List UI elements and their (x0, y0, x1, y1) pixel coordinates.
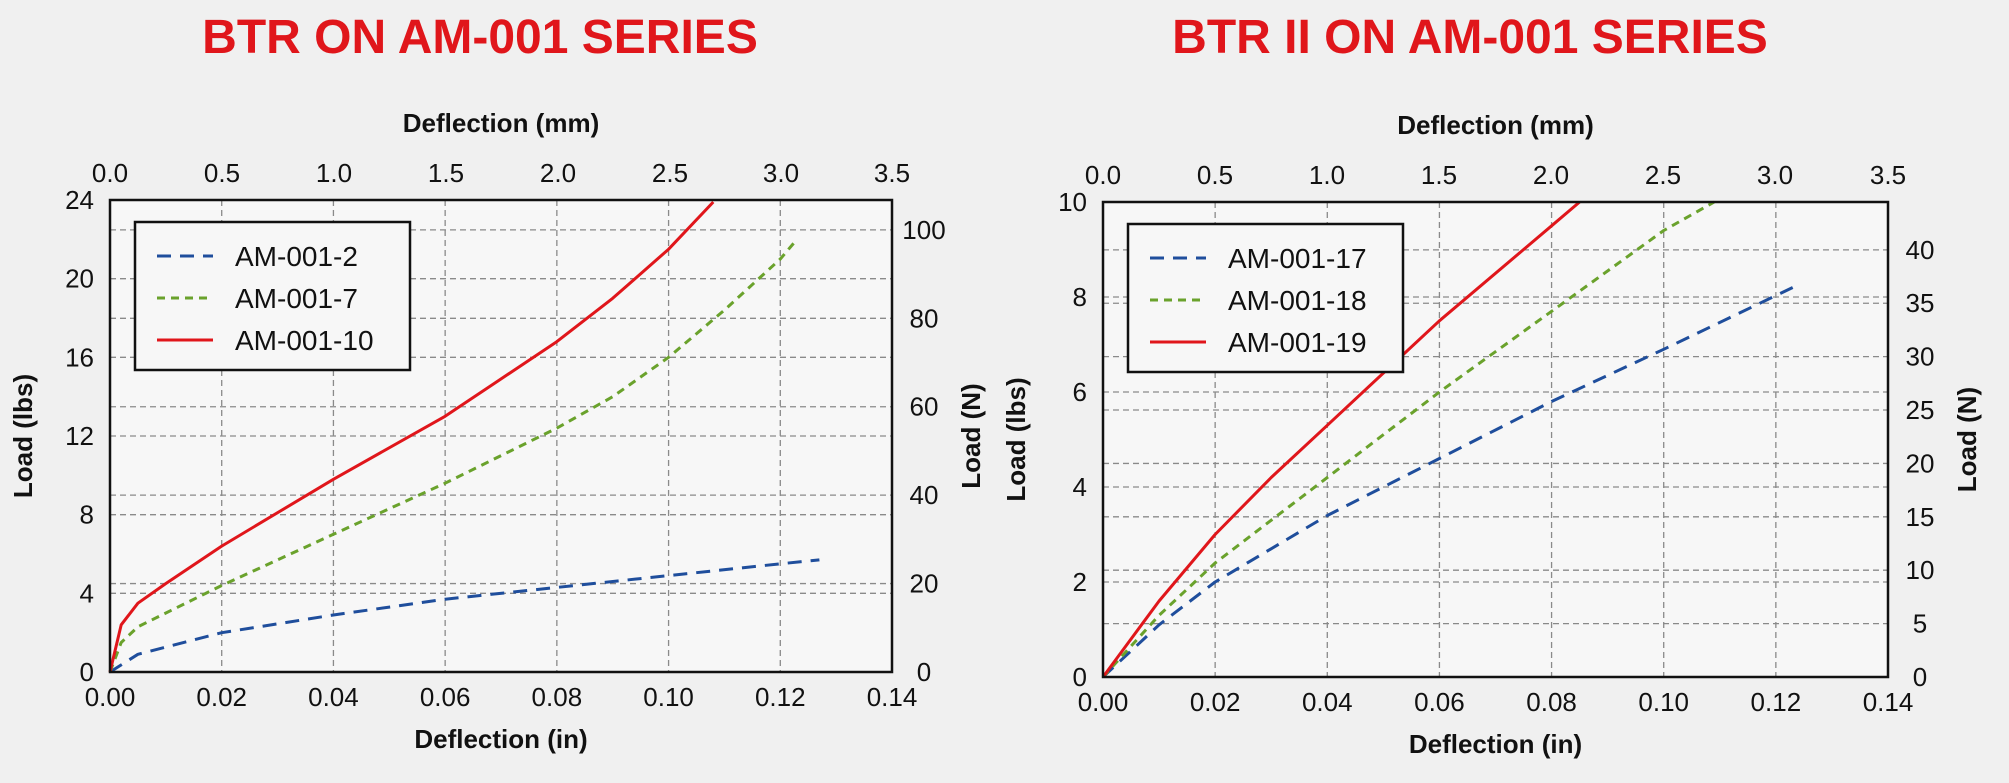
x-tick-label: 0.08 (532, 682, 583, 712)
y2-axis-label: Load (N) (1952, 387, 1982, 492)
y2-tick-label: 100 (902, 215, 945, 245)
x-tick-label: 0.10 (1638, 687, 1689, 717)
y-tick-label: 0 (1073, 662, 1087, 692)
legend-label: AM-001-2 (235, 241, 358, 272)
x2-axis-label: Deflection (mm) (403, 108, 599, 138)
y2-tick-label: 35 (1906, 288, 1935, 318)
chart-1: 0.00 0.02 0.04 0.06 0.08 0.10 0.12 0.14 0.0 0.5 1.… (8, 108, 986, 754)
x-tick-label: 0.04 (308, 682, 359, 712)
x-tick-label: 0.06 (420, 682, 471, 712)
x2-tick-label: 1.5 (428, 158, 464, 188)
series-line-AM-001-17 (1101, 286, 1794, 679)
x2-tick-label: 1.0 (316, 158, 352, 188)
legend-label: AM-001-10 (235, 325, 374, 356)
y-tick-label: 20 (65, 264, 94, 294)
chart-title-1: BTR ON AM-001 SERIES (202, 11, 758, 64)
y2-tick-label: 25 (1906, 395, 1935, 425)
x-tick-label: 0.10 (643, 682, 694, 712)
y-tick-label: 2 (1073, 567, 1087, 597)
x-tick-label: 0.06 (1414, 687, 1465, 717)
legend: AM-001-2 AM-001-7 AM-001-10 (133, 220, 412, 372)
x2-tick-label: 0.0 (92, 158, 128, 188)
y2-tick-label: 80 (910, 303, 939, 333)
series-line-AM-001-7 (108, 238, 799, 673)
x2-tick-label: 2.5 (1645, 160, 1681, 190)
y-axis-label: Load (lbs) (8, 374, 38, 498)
x-tick-label: 0.14 (867, 682, 918, 712)
y2-tick-label: 5 (1913, 609, 1927, 639)
legend-label: AM-001-7 (235, 283, 358, 314)
y-tick-label: 10 (1058, 187, 1087, 217)
y2-tick-label: 20 (1906, 448, 1935, 478)
y2-tick-label: 30 (1906, 342, 1935, 372)
x-tick-label: 0.00 (1078, 687, 1129, 717)
y-tick-label: 0 (80, 657, 94, 687)
chart-title-2: BTR II ON AM-001 SERIES (1172, 11, 1768, 64)
series-line-AM-001-19 (1101, 200, 1581, 678)
y2-tick-label: 0 (1913, 662, 1927, 692)
y-tick-label: 6 (1073, 377, 1087, 407)
y-tick-label: 4 (80, 578, 94, 608)
x-tick-label: 0.02 (1190, 687, 1241, 717)
y2-tick-label: 40 (1906, 235, 1935, 265)
x2-tick-label: 1.5 (1421, 160, 1457, 190)
x-axis-label: Deflection (in) (1409, 729, 1582, 759)
x-tick-label: 0.12 (1751, 687, 1802, 717)
x-tick-label: 0.04 (1302, 687, 1353, 717)
y-tick-label: 8 (80, 500, 94, 530)
x2-tick-label: 3.0 (1757, 160, 1793, 190)
x2-tick-label: 1.0 (1309, 160, 1345, 190)
x-tick-label: 0.08 (1526, 687, 1577, 717)
x2-tick-label: 0.5 (204, 158, 240, 188)
x2-tick-label: 3.0 (763, 158, 799, 188)
y2-tick-label: 15 (1906, 502, 1935, 532)
x2-tick-label: 2.5 (652, 158, 688, 188)
x2-tick-label: 2.0 (540, 158, 576, 188)
y2-tick-label: 0 (917, 657, 931, 687)
y-tick-label: 12 (65, 421, 94, 451)
y-tick-label: 24 (65, 185, 94, 215)
y2-tick-label: 40 (910, 480, 939, 510)
x2-tick-label: 3.5 (874, 158, 910, 188)
legend-label: AM-001-17 (1228, 243, 1367, 274)
y2-tick-label: 10 (1906, 555, 1935, 585)
legend-box (1126, 222, 1405, 374)
y-axis-label: Load (lbs) (1001, 377, 1031, 501)
legend-label: AM-001-18 (1228, 285, 1367, 316)
y-tick-label: 8 (1073, 282, 1087, 312)
x-tick-label: 0.14 (1863, 687, 1914, 717)
y-tick-label: 4 (1073, 472, 1087, 502)
x-tick-label: 0.12 (755, 682, 806, 712)
x2-tick-label: 2.0 (1533, 160, 1569, 190)
y2-axis-label: Load (N) (956, 383, 986, 488)
x2-axis-label: Deflection (mm) (1397, 110, 1593, 140)
legend: AM-001-17 AM-001-18 AM-001-19 (1126, 222, 1405, 374)
y2-tick-label: 20 (910, 569, 939, 599)
x2-tick-label: 3.5 (1870, 160, 1906, 190)
y2-tick-label: 60 (910, 392, 939, 422)
y-tick-label: 16 (65, 342, 94, 372)
x2-tick-label: 0.5 (1197, 160, 1233, 190)
x-tick-label: 0.00 (85, 682, 136, 712)
series-line-AM-001-18 (1101, 200, 1715, 679)
chart-2: 0.00 0.02 0.04 0.06 0.08 0.10 0.12 0.14 0.0 0.5 1.… (1001, 110, 1982, 759)
legend-label: AM-001-19 (1228, 327, 1367, 358)
x-tick-label: 0.02 (196, 682, 247, 712)
x2-tick-label: 0.0 (1085, 160, 1121, 190)
plot-frame (1101, 200, 1890, 679)
x-axis-label: Deflection (in) (414, 724, 587, 754)
plot-frame (108, 198, 894, 674)
series-line-AM-001-2 (109, 558, 820, 674)
series-line-AM-001-10 (108, 200, 715, 673)
legend-box (133, 220, 412, 372)
